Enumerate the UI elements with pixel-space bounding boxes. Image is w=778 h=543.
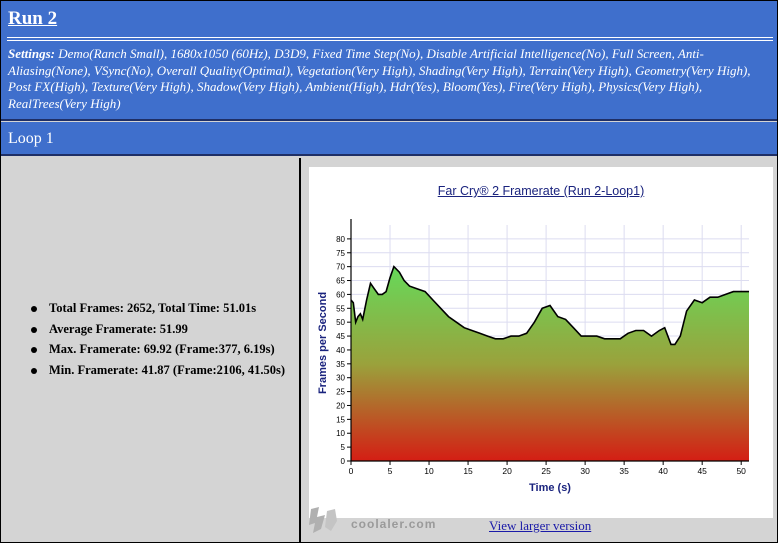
- framerate-area: [351, 266, 749, 461]
- y-tick-label: 30: [336, 374, 345, 383]
- stats-list: Total Frames: 2652, Total Time: 51.01s A…: [29, 301, 285, 383]
- y-tick-label: 5: [341, 443, 346, 452]
- y-tick-label: 80: [336, 235, 345, 244]
- run-header: Run 2 Settings: Demo(Ranch Small), 1680x…: [1, 1, 777, 121]
- y-tick-label: 55: [336, 304, 345, 313]
- watermark-text: coolaler.com: [351, 517, 437, 531]
- view-larger-link[interactable]: View larger version: [489, 518, 592, 533]
- stat-text: Average Framerate: 51.99: [49, 321, 188, 336]
- x-tick-label: 50: [736, 466, 746, 476]
- stat-average-framerate: Average Framerate: 51.99: [29, 322, 285, 343]
- run-title: Run 2: [8, 8, 58, 29]
- bullet-icon: [31, 306, 37, 312]
- watermark-seal-icon: [309, 507, 337, 533]
- y-tick-label: 40: [336, 346, 345, 355]
- settings-text: Settings: Demo(Ranch Small), 1680x1050 (…: [8, 46, 770, 112]
- divider: [7, 37, 773, 38]
- loop-title: Loop 1: [8, 130, 54, 147]
- chart-axes: [347, 219, 749, 465]
- y-tick-label: 45: [336, 332, 345, 341]
- x-tick-label: 15: [463, 466, 473, 476]
- stat-text: Min. Framerate: 41.87 (Frame:2106, 41.50…: [49, 362, 286, 377]
- y-tick-label: 65: [336, 277, 345, 286]
- chart-panel: Far Cry® 2 Framerate (Run 2-Loop1) 0 5 10 1…: [303, 158, 777, 542]
- x-tick-label: 0: [349, 466, 354, 476]
- x-tick-label: 25: [541, 466, 551, 476]
- settings-label: Settings:: [8, 46, 55, 61]
- y-tick-label: 75: [336, 249, 345, 258]
- x-tick-label: 35: [619, 466, 629, 476]
- y-tick-label: 50: [336, 318, 345, 327]
- stat-min-framerate: Min. Framerate: 41.87 (Frame:2106, 41.50…: [29, 363, 285, 384]
- y-tick-label: 15: [336, 415, 345, 424]
- x-tick-label: 30: [580, 466, 590, 476]
- x-axis-label: Time (s): [529, 482, 571, 494]
- bullet-icon: [31, 326, 37, 333]
- y-tick-label: 60: [336, 290, 345, 299]
- divider: [7, 40, 773, 41]
- loop-header: Loop 1: [1, 122, 777, 156]
- framerate-line: [350, 265, 749, 346]
- bullet-icon: [31, 367, 37, 374]
- bullet-icon: [31, 347, 37, 353]
- chart-frame: Far Cry® 2 Framerate (Run 2-Loop1) 0 5 10 1…: [309, 167, 773, 518]
- x-tick-label: 5: [388, 466, 393, 476]
- y-tick-label: 20: [336, 401, 345, 410]
- chart-title: Far Cry® 2 Framerate (Run 2-Loop1): [437, 184, 645, 198]
- y-tick-label: 0: [341, 457, 346, 466]
- y-tick-label: 10: [336, 429, 345, 438]
- stat-total-frames: Total Frames: 2652, Total Time: 51.01s: [29, 301, 285, 322]
- tick-labels: 0 5 10 15 20 25 30 35 40 45 50 55 60 65 70 75 80 0 5 10 15 20…: [336, 235, 746, 476]
- stat-max-framerate: Max. Framerate: 69.92 (Frame:377, 6.19s): [29, 342, 285, 363]
- stat-text: Total Frames: 2652, Total Time: 51.01s: [49, 301, 257, 315]
- x-tick-label: 40: [658, 466, 668, 476]
- settings-value: Demo(Ranch Small), 1680x1050 (60Hz), D3D…: [8, 46, 751, 111]
- x-tick-label: 20: [502, 466, 512, 476]
- watermark: coolaler.com: [303, 503, 443, 538]
- y-axis-label: Frames per Second: [317, 292, 329, 394]
- y-tick-label: 35: [336, 360, 345, 369]
- framerate-chart: 0 5 10 15 20 25 30 35 40 45 50 55 60 65 70 75 80 0 5 10 15 20…: [317, 219, 749, 494]
- x-tick-label: 10: [424, 466, 434, 476]
- y-tick-label: 25: [336, 388, 345, 397]
- x-tick-label: 45: [697, 466, 707, 476]
- stats-panel: Total Frames: 2652, Total Time: 51.01s A…: [1, 158, 301, 542]
- y-tick-label: 70: [336, 263, 345, 272]
- stat-text: Max. Framerate: 69.92 (Frame:377, 6.19s): [49, 342, 275, 356]
